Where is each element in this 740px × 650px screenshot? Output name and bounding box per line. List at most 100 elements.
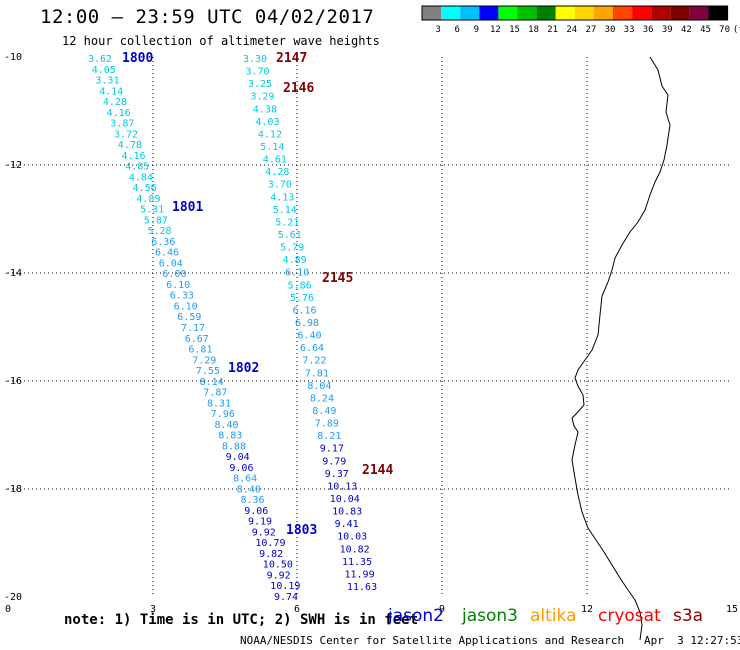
colorbar-swatch [613, 6, 633, 20]
colorbar-swatch [460, 6, 480, 20]
track-values: 3.624.053.314.144.284.163.873.724.784.16… [88, 54, 377, 603]
pass-label-2147: 2147 [276, 51, 307, 66]
swh-value-left-track: 6.10 [174, 302, 198, 313]
colorbar-swatch [593, 6, 613, 20]
y-tick-14: -14 [4, 268, 22, 279]
swh-value-left-track: 6.46 [155, 248, 179, 259]
swh-value-right-track: 3.70 [246, 67, 270, 78]
colorbar-label: 39 [662, 25, 673, 35]
swh-value-left-track: 4.14 [99, 86, 123, 97]
swh-value-left-track: 9.19 [248, 517, 272, 528]
swh-value-right-track: 7.89 [315, 419, 339, 430]
swh-value-left-track: 4.78 [118, 140, 142, 151]
colorbar-swatch [441, 6, 461, 20]
colorbar-swatch [498, 6, 518, 20]
swh-value-right-track: 10.13 [327, 481, 357, 492]
colorbar-label: 30 [605, 25, 616, 35]
swh-value-right-track: 11.35 [342, 557, 372, 568]
swh-value-left-track: 5.31 [140, 205, 164, 216]
swh-value-left-track: 3.87 [110, 119, 134, 130]
swh-value-left-track: 3.72 [114, 129, 138, 140]
legend-altika: altika [530, 606, 577, 626]
swh-value-right-track: 9.79 [322, 456, 346, 467]
swh-value-right-track: 3.70 [268, 180, 292, 191]
x-tick-0: 0 [5, 604, 11, 615]
swh-value-left-track: 9.92 [267, 571, 291, 582]
colorbar-label: 27 [585, 25, 596, 35]
swh-value-left-track: 6.81 [188, 345, 212, 356]
pass-label-1803: 1803 [286, 523, 317, 538]
x-tick-9: 9 [439, 604, 445, 615]
colorbar-label: 6 [454, 25, 459, 35]
swh-value-left-track: 6.67 [185, 334, 209, 345]
colorbar-frame [421, 5, 729, 21]
swh-value-left-track: 9.82 [259, 549, 283, 560]
colorbar-label: (ft) [733, 25, 740, 35]
pass-label-2144: 2144 [362, 463, 393, 478]
swh-value-right-track: 4.89 [283, 255, 307, 266]
x-tick-3: 3 [150, 604, 156, 615]
swh-value-left-track: 6.10 [166, 280, 190, 291]
swh-value-left-track: 4.05 [92, 65, 116, 76]
swh-value-right-track: 6.64 [300, 343, 324, 354]
footer-note: note: 1) Time is in UTC; 2) SWH is in fe… [64, 612, 419, 628]
swh-value-right-track: 6.98 [295, 318, 319, 329]
colorbar-swatch [536, 6, 556, 20]
swh-value-right-track: 3.30 [243, 54, 267, 65]
colorbar-swatch [574, 6, 594, 20]
legend-jason3: jason3 [462, 606, 518, 626]
swh-value-left-track: 4.16 [107, 108, 131, 119]
swh-value-left-track: 6.33 [170, 291, 194, 302]
swh-value-right-track: 10.04 [330, 494, 360, 505]
swh-value-right-track: 5.21 [275, 217, 299, 228]
swh-value-right-track: 5.76 [290, 293, 314, 304]
y-tick-16: -16 [4, 376, 22, 387]
swh-value-left-track: 5.28 [148, 226, 172, 237]
swh-value-right-track: 3.25 [248, 79, 272, 90]
swh-value-right-track: 10.83 [332, 507, 362, 518]
colorbar-swatch [422, 6, 442, 20]
swh-value-right-track: 4.03 [255, 117, 279, 128]
swh-value-right-track: 4.13 [270, 192, 294, 203]
swh-value-right-track: 11.99 [345, 569, 375, 580]
swh-value-left-track: 4.89 [136, 194, 160, 205]
swh-value-right-track: 4.38 [253, 104, 277, 115]
swh-value-left-track: 4.56 [133, 183, 157, 194]
swh-value-right-track: 5.14 [260, 142, 284, 153]
swh-value-left-track: 8.88 [222, 441, 246, 452]
swh-value-left-track: 8.40 [215, 420, 239, 431]
swh-value-right-track: 10.82 [340, 544, 370, 555]
swh-value-left-track: 7.87 [203, 388, 227, 399]
colorbar-label: 12 [490, 25, 501, 35]
swh-value-right-track: 9.37 [325, 469, 349, 480]
colorbar-swatch [689, 6, 709, 20]
swh-value-left-track: 8.31 [207, 398, 231, 409]
swh-value-left-track: 7.96 [211, 409, 235, 420]
swh-value-right-track: 8.24 [310, 393, 334, 404]
credit-line: NOAA/NESDIS Center for Satellite Applica… [240, 634, 740, 647]
swh-value-left-track: 9.74 [274, 592, 298, 603]
swh-value-right-track: 3.29 [250, 92, 274, 103]
swh-value-left-track: 10.50 [263, 560, 293, 571]
x-tick-12: 12 [581, 604, 593, 615]
x-axis-ticks: 0 3 6 9 12 15 [5, 604, 738, 615]
y-axis-ticks: -10 -12 -14 -16 -18 -20 [4, 52, 22, 603]
swh-value-right-track: 9.17 [320, 444, 344, 455]
swh-value-right-track: 11.63 [347, 582, 377, 593]
swh-value-left-track: 5.87 [144, 215, 168, 226]
colorbar-label: 18 [528, 25, 539, 35]
swh-value-left-track: 6.04 [159, 258, 183, 269]
pass-label-1801: 1801 [172, 200, 203, 215]
swh-value-left-track: 7.55 [196, 366, 220, 377]
swh-value-right-track: 9.41 [335, 519, 359, 530]
pass-labels: 1800 1801 1802 1803 2147 2146 2145 2144 [122, 51, 393, 538]
swh-value-left-track: 9.06 [229, 463, 253, 474]
pass-label-2146: 2146 [283, 81, 314, 96]
colorbar-swatch [479, 6, 499, 20]
swh-value-left-track: 8.83 [218, 431, 242, 442]
colorbar-label: 21 [547, 25, 558, 35]
swh-value-left-track: 8.40 [237, 484, 261, 495]
colorbar-label: 24 [566, 25, 577, 35]
